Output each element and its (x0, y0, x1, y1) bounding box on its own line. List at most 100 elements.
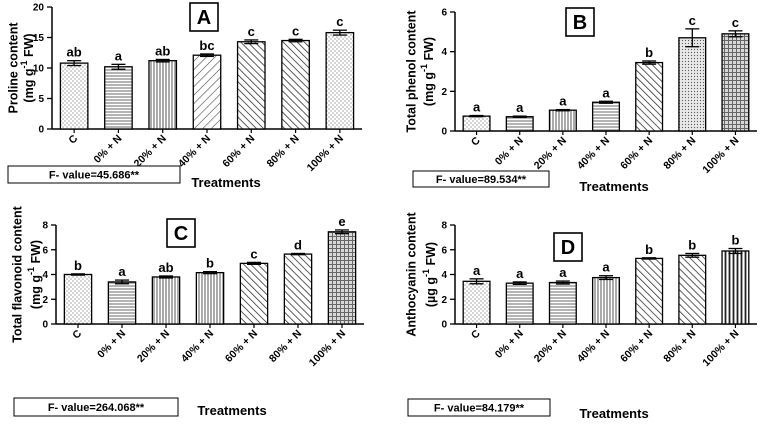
significance-letter: a (516, 100, 524, 115)
significance-letter: c (689, 13, 696, 28)
y-tick-label: 2 (42, 295, 48, 306)
significance-letter: b (74, 258, 82, 273)
x-category-label: 60% + N (618, 135, 655, 172)
x-category-label: 40% + N (575, 135, 612, 172)
x-category-label: 100% + N (307, 328, 348, 369)
x-category-label: 80% + N (661, 135, 698, 172)
y-tick-label: 8 (441, 221, 447, 232)
x-category-label: 40% + N (575, 328, 612, 365)
bar-6 (283, 253, 313, 325)
f-value-text: F- value=45.686** (49, 170, 140, 182)
panel-title-box (553, 232, 583, 262)
bar-5 (236, 41, 266, 130)
y-tick-label: 0 (441, 127, 447, 138)
x-category-label: C (70, 327, 84, 341)
chart-panel-d: D Anthocyanin content (µg g-1 FW) 0 2 4 6 8 a Ca 0… (404, 212, 757, 421)
significance-letter: b (731, 233, 739, 248)
f-value-text: F- value=264.068** (48, 402, 145, 414)
significance-letter: d (294, 237, 302, 252)
significance-letter: b (645, 242, 653, 257)
bar-6 (678, 37, 707, 132)
y-axis-unit: (mg g-1 FW) (26, 240, 43, 309)
y-tick-label: 4 (441, 47, 447, 58)
y-tick-label: 6 (441, 8, 447, 19)
x-category-label: 0% + N (493, 135, 526, 168)
f-value-box (412, 170, 550, 188)
x-category-label: 60% + N (220, 133, 257, 170)
significance-letter: c (336, 14, 343, 29)
significance-letter: a (602, 85, 610, 100)
bar-4 (591, 101, 621, 132)
bar-4 (192, 54, 222, 130)
bar-1 (462, 280, 491, 325)
y-tick-label: 15 (33, 33, 45, 44)
x-category-label: 40% + N (176, 133, 213, 170)
y-tick-label: 5 (38, 94, 44, 105)
panel-title: D (561, 237, 575, 259)
significance-letter: a (559, 265, 567, 280)
x-category-label: 40% + N (179, 328, 216, 365)
bar-5 (635, 257, 664, 325)
x-category-label: 80% + N (267, 328, 304, 365)
x-category-label: 20% + N (135, 328, 172, 365)
y-tick-label: 2 (441, 87, 447, 98)
x-category-label: 20% + N (532, 135, 569, 172)
y-tick-label: 0 (38, 125, 44, 136)
f-value-box (407, 398, 551, 417)
y-axis-unit: (µg g-1 FW) (421, 242, 438, 307)
x-axis-label: Treatments (579, 406, 648, 421)
bar-1 (59, 62, 89, 130)
panel-title-box (166, 218, 196, 248)
x-category-label: 0% + N (493, 328, 526, 361)
bar-6 (281, 39, 310, 130)
panel-title: C (174, 223, 188, 245)
x-axis-label: Treatments (191, 175, 260, 190)
y-axis-unit: (mg g-1 FW) (419, 37, 436, 106)
x-category-label: 100% + N (305, 133, 346, 174)
y-tick-label: 2 (441, 295, 447, 306)
y-tick-label: 10 (33, 64, 45, 75)
bar-3 (548, 281, 577, 325)
bar-2 (505, 116, 534, 132)
x-category-label: 80% + N (661, 328, 698, 365)
significance-letter: a (559, 94, 567, 109)
y-axis-label: Anthocyanin content (404, 212, 418, 337)
significance-letter: b (206, 256, 214, 271)
x-category-label: 80% + N (265, 133, 302, 170)
bar-5 (635, 61, 664, 132)
significance-letter: a (473, 100, 481, 115)
significance-letter: a (516, 266, 524, 281)
x-category-label: 20% + N (532, 328, 569, 365)
bar-2 (505, 282, 534, 325)
significance-letter: a (473, 263, 481, 278)
bar-3 (151, 276, 181, 325)
significance-letter: c (248, 24, 255, 39)
significance-letter: ab (158, 260, 173, 275)
f-value-text: F- value=84.179** (434, 403, 525, 415)
x-category-label: C (469, 327, 483, 341)
y-tick-label: 20 (33, 3, 45, 14)
panel-title-box (189, 2, 219, 32)
f-value-box (13, 397, 179, 417)
significance-letter: e (338, 214, 345, 229)
x-category-label: C (66, 132, 80, 146)
x-axis-label: Treatments (579, 179, 648, 194)
significance-letter: a (602, 260, 610, 275)
x-category-label: 0% + N (92, 133, 125, 166)
bar-7 (721, 33, 750, 132)
y-tick-label: 0 (42, 320, 48, 331)
y-tick-label: 8 (42, 221, 48, 232)
bar-5 (239, 262, 269, 325)
y-tick-label: 4 (441, 270, 447, 281)
chart-panel-c: C Total flavonoid content (mg g-1 FW) 0 2 4 6 8… (10, 205, 364, 418)
bar-7 (327, 231, 357, 325)
bar-7 (721, 250, 750, 325)
panel-title: A (197, 7, 211, 29)
x-category-label: 100% + N (700, 135, 741, 176)
bar-3 (148, 60, 178, 130)
x-category-label: 0% + N (95, 328, 128, 361)
x-axis-label: Treatments (197, 403, 266, 418)
chart-panel-b: B Total phenol content (mg g-1 FW) 0 2 4 6 a Ca 0… (404, 7, 757, 194)
panel-title-box (565, 7, 595, 37)
y-axis-label: Total phenol content (404, 10, 418, 133)
